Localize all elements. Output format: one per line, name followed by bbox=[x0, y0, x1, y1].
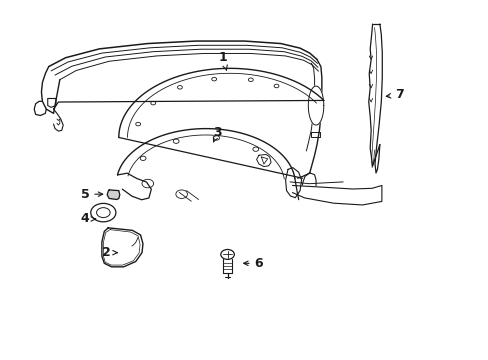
Polygon shape bbox=[308, 86, 323, 125]
Text: 4: 4 bbox=[81, 212, 95, 225]
Polygon shape bbox=[302, 173, 315, 198]
Polygon shape bbox=[102, 228, 142, 267]
Text: 3: 3 bbox=[213, 126, 222, 142]
Text: 7: 7 bbox=[386, 89, 403, 102]
Polygon shape bbox=[285, 168, 301, 198]
Text: 1: 1 bbox=[218, 51, 227, 70]
Polygon shape bbox=[48, 99, 56, 107]
Text: 2: 2 bbox=[102, 246, 117, 259]
Text: 6: 6 bbox=[243, 257, 263, 270]
Polygon shape bbox=[107, 190, 120, 199]
Polygon shape bbox=[292, 185, 381, 205]
Polygon shape bbox=[368, 24, 382, 173]
Polygon shape bbox=[41, 67, 60, 113]
Text: 5: 5 bbox=[81, 188, 102, 201]
